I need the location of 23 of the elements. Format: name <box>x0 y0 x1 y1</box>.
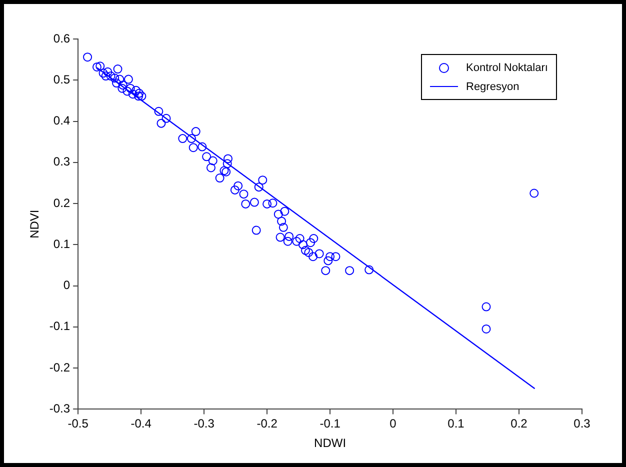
x-tick-label: 0.3 <box>574 416 591 431</box>
x-tick-label: -0.4 <box>130 416 152 431</box>
x-tick-label: -0.3 <box>194 416 215 431</box>
legend-label: Kontrol Noktaları <box>466 62 548 74</box>
y-tick-label: 0 <box>63 278 70 292</box>
x-axis-title: NDWI <box>314 436 346 450</box>
y-tick-label: -0.2 <box>49 360 70 374</box>
y-tick-label: 0.1 <box>53 236 70 251</box>
x-tick-label: 0.2 <box>510 416 528 431</box>
y-axis-title: NDVI <box>28 210 42 238</box>
y-tick-label: -0.3 <box>49 402 70 416</box>
x-tick-label: -0.2 <box>256 416 278 431</box>
y-tick-label: -0.1 <box>49 319 70 334</box>
x-tick-label: -0.1 <box>320 416 341 431</box>
y-tick-label: 0.5 <box>53 72 70 86</box>
x-tick-label: 0 <box>390 416 397 431</box>
y-tick-label: 0.4 <box>53 114 70 128</box>
x-tick-label: -0.5 <box>68 416 89 431</box>
y-tick-label: 0.3 <box>53 154 70 169</box>
y-tick-label: 0.2 <box>53 196 70 210</box>
y-tick-label: 0.6 <box>53 31 70 46</box>
legend-label: Regresyon <box>466 80 520 92</box>
x-tick-label: 0.1 <box>448 416 465 431</box>
